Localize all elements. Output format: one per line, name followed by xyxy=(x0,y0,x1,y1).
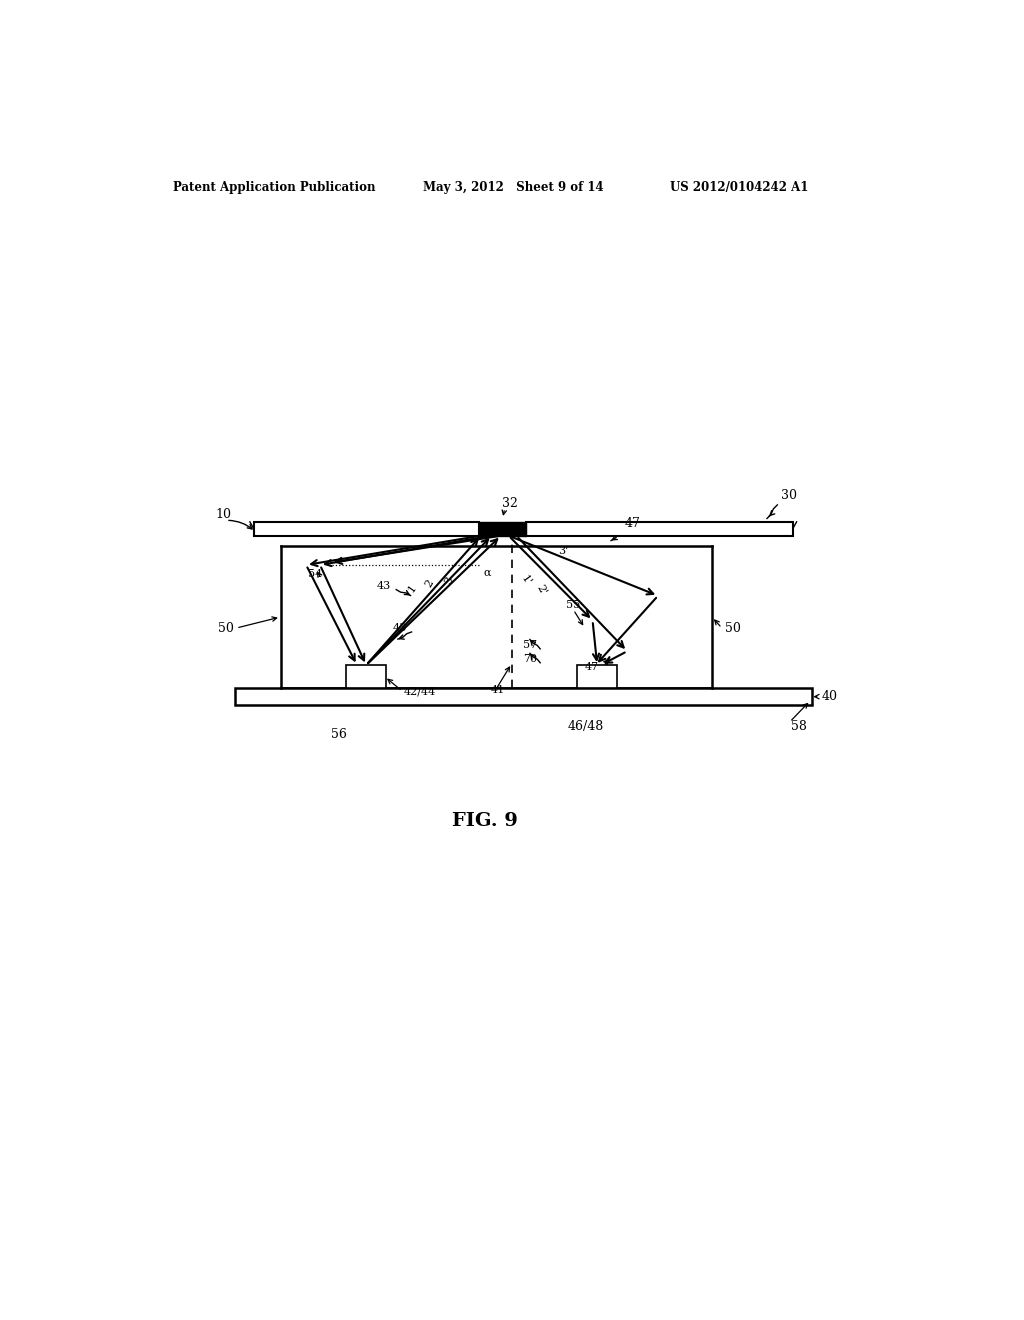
Bar xyxy=(234,688,812,705)
Text: 1': 1' xyxy=(518,573,532,587)
Text: 41: 41 xyxy=(490,685,505,694)
Text: 3': 3' xyxy=(558,546,568,556)
Bar xyxy=(254,521,478,536)
Text: 46/48: 46/48 xyxy=(568,721,604,733)
Text: 56: 56 xyxy=(331,727,346,741)
Text: 55: 55 xyxy=(565,601,580,610)
Bar xyxy=(578,665,617,688)
Text: 32: 32 xyxy=(502,496,517,510)
Text: 54: 54 xyxy=(307,569,322,579)
Text: 42/44: 42/44 xyxy=(403,686,436,696)
Text: Patent Application Publication: Patent Application Publication xyxy=(173,181,376,194)
Text: US 2012/0104242 A1: US 2012/0104242 A1 xyxy=(670,181,808,194)
Text: 2': 2' xyxy=(535,582,548,597)
Text: 50: 50 xyxy=(725,622,741,635)
Text: α: α xyxy=(483,568,490,578)
Text: FIG. 9: FIG. 9 xyxy=(452,812,518,829)
Text: 40: 40 xyxy=(821,690,838,704)
Text: 58: 58 xyxy=(792,721,807,733)
Text: 2: 2 xyxy=(423,578,435,589)
Text: 3: 3 xyxy=(442,576,455,586)
Text: 47: 47 xyxy=(585,661,599,672)
Text: 1: 1 xyxy=(407,582,419,594)
Bar xyxy=(346,665,386,688)
Text: 43: 43 xyxy=(392,623,407,634)
Bar xyxy=(526,521,793,536)
Text: 70: 70 xyxy=(523,653,538,664)
Bar xyxy=(478,521,526,536)
Text: 43: 43 xyxy=(377,581,391,591)
Text: 50: 50 xyxy=(217,622,233,635)
Text: May 3, 2012   Sheet 9 of 14: May 3, 2012 Sheet 9 of 14 xyxy=(423,181,604,194)
Text: 47: 47 xyxy=(625,517,641,529)
Text: 30: 30 xyxy=(781,490,798,502)
Text: 57: 57 xyxy=(523,640,538,649)
Text: 10: 10 xyxy=(215,508,231,520)
